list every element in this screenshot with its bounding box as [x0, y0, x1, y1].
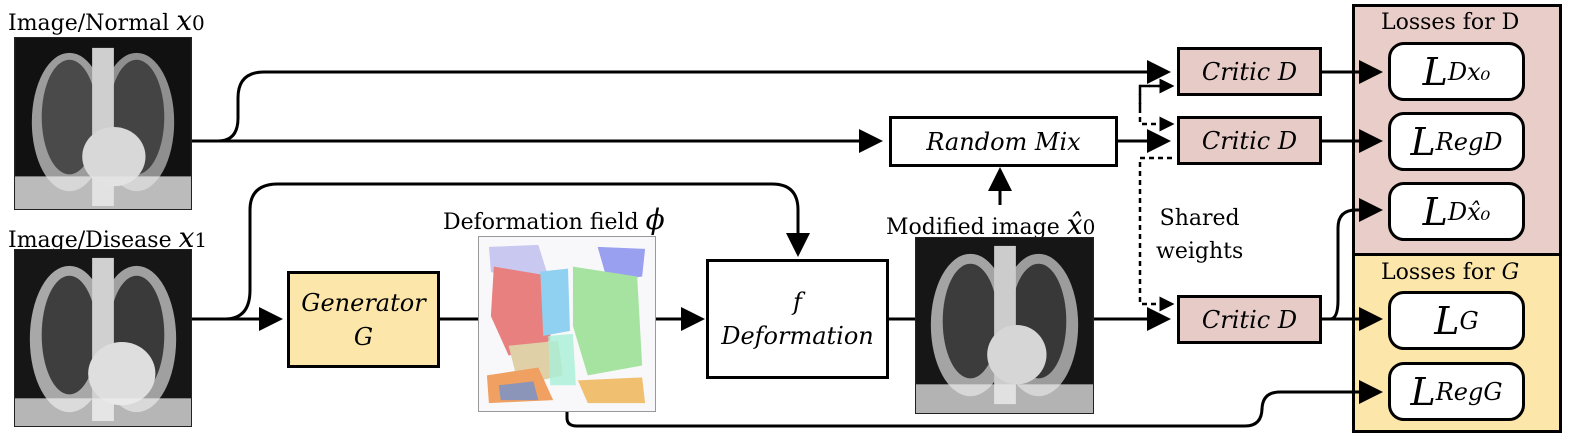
shared-weights-link-top-back	[1138, 78, 1175, 108]
losses-for-g-title: Losses for G	[1381, 260, 1520, 285]
shared-weights-label: Shared weights	[1156, 206, 1244, 264]
modified-xray-image	[915, 237, 1094, 414]
deformation-block: f Deformation	[706, 259, 889, 379]
critic-d-bottom: Critic D	[1177, 295, 1322, 344]
loss-l-regg: L RegG	[1388, 362, 1525, 421]
generator-block: Generator G	[287, 271, 440, 368]
deformation-field-image	[478, 236, 656, 412]
random-mix-block: Random Mix	[889, 116, 1118, 167]
shared-weights-link-bottom	[1138, 156, 1175, 312]
generator-label: Generator	[301, 288, 426, 317]
arrow-critic-bottom-to-ldxhat	[1322, 198, 1383, 321]
shared-weights-link-top	[1138, 84, 1175, 132]
critic-d-middle: Critic D	[1177, 116, 1322, 165]
loss-l-dxhat0: L Dx̂₀	[1388, 182, 1525, 241]
deformation-field-label: Deformation field ϕ	[443, 203, 665, 236]
loss-l-regd: L RegD	[1388, 112, 1525, 171]
generator-symbol: G	[353, 322, 374, 351]
critic-d-top: Critic D	[1177, 47, 1322, 96]
normal-xray-image	[14, 37, 192, 210]
deformation-label: Deformation	[721, 322, 874, 350]
loss-l-dx0: L Dx₀	[1388, 42, 1525, 101]
arrow-disease-to-deformation	[224, 182, 810, 321]
arrow-field-to-lregg	[565, 380, 1383, 428]
disease-xray-image	[14, 249, 192, 427]
modified-image-label: Modified image x̂0	[886, 208, 1096, 241]
losses-for-d-title: Losses for D	[1381, 10, 1520, 35]
deformation-symbol: f	[793, 288, 802, 316]
disease-image-label: Image/Disease x1	[8, 221, 208, 254]
normal-image-label: Image/Normal x0	[8, 4, 205, 37]
